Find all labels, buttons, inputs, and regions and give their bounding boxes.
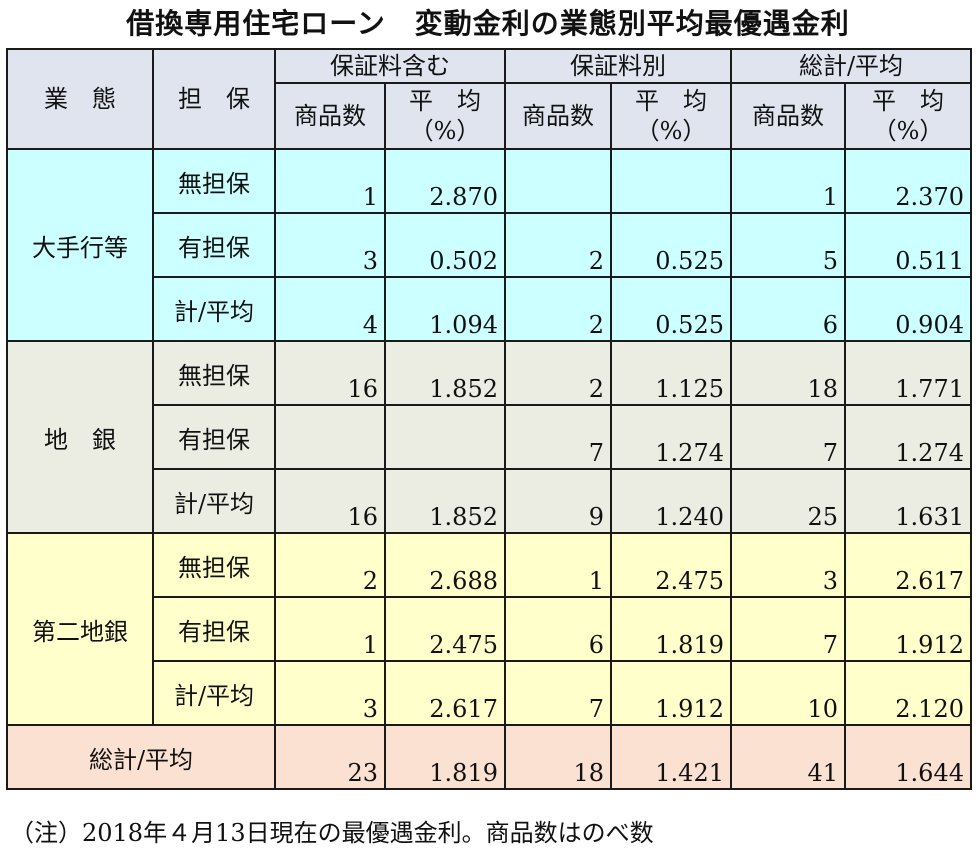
header-gyotai: 業 態 (6, 48, 154, 150)
total-inc-avg: 1.819 (384, 724, 506, 790)
cell-inc-count: 16 (274, 340, 386, 406)
group-label: 地 銀 (6, 340, 154, 534)
total-tot-avg: 1.644 (844, 724, 972, 790)
header-hoshoryo-betsu: 保証料別 (504, 48, 732, 84)
cell-exc-avg: 1.274 (610, 404, 732, 470)
header-avg-exc: 平 均（%） (610, 82, 732, 150)
cell-tot-avg: 1.274 (844, 404, 972, 470)
cell-tot-avg: 1.631 (844, 468, 972, 534)
page-title: 借換専用住宅ローン 変動金利の業態別平均最優遇金利 (126, 7, 850, 40)
cell-tot-count: 7 (730, 404, 846, 470)
cell-inc-count: 16 (274, 468, 386, 534)
cell-tot-count: 10 (730, 660, 846, 726)
cell-tot-avg: 0.904 (844, 276, 972, 342)
cell-exc-avg: 1.912 (610, 660, 732, 726)
tanpo-label: 計/平均 (152, 468, 276, 534)
cell-tot-avg: 1.912 (844, 596, 972, 662)
tanpo-label: 有担保 (152, 212, 276, 278)
tanpo-label: 有担保 (152, 404, 276, 470)
tanpo-label: 無担保 (152, 148, 276, 214)
footnote: （注）2018年４月13日現在の最優遇金利。商品数はのべ数 (10, 819, 654, 847)
header-hoshoryo-fukumu: 保証料含む (274, 48, 506, 84)
header-count-inc: 商品数 (274, 82, 386, 150)
cell-exc-count: 1 (504, 532, 612, 598)
cell-inc-count: 3 (274, 212, 386, 278)
tanpo-label: 有担保 (152, 596, 276, 662)
cell-exc-count (504, 148, 612, 214)
cell-inc-avg (384, 404, 506, 470)
cell-tot-avg: 2.120 (844, 660, 972, 726)
group-label: 第二地銀 (6, 532, 154, 726)
header-count-tot: 商品数 (730, 82, 846, 150)
cell-inc-count (274, 404, 386, 470)
tanpo-label: 計/平均 (152, 660, 276, 726)
cell-exc-count: 7 (504, 404, 612, 470)
total-exc-count: 18 (504, 724, 612, 790)
cell-inc-count: 1 (274, 596, 386, 662)
cell-tot-count: 7 (730, 596, 846, 662)
total-exc-avg: 1.421 (610, 724, 732, 790)
tanpo-label: 計/平均 (152, 276, 276, 342)
group-label: 大手行等 (6, 148, 154, 342)
tanpo-label: 無担保 (152, 532, 276, 598)
cell-inc-avg: 2.617 (384, 660, 506, 726)
total-inc-count: 23 (274, 724, 386, 790)
cell-inc-count: 1 (274, 148, 386, 214)
cell-tot-avg: 2.370 (844, 148, 972, 214)
cell-inc-count: 3 (274, 660, 386, 726)
cell-inc-avg: 1.852 (384, 468, 506, 534)
total-tot-count: 41 (730, 724, 846, 790)
cell-tot-count: 6 (730, 276, 846, 342)
header-tanpo: 担 保 (152, 48, 276, 150)
cell-exc-count: 2 (504, 276, 612, 342)
cell-tot-count: 3 (730, 532, 846, 598)
cell-tot-count: 18 (730, 340, 846, 406)
cell-inc-avg: 2.475 (384, 596, 506, 662)
cell-exc-avg: 2.475 (610, 532, 732, 598)
cell-exc-avg: 1.240 (610, 468, 732, 534)
cell-inc-avg: 1.852 (384, 340, 506, 406)
cell-inc-count: 2 (274, 532, 386, 598)
cell-exc-avg: 0.525 (610, 212, 732, 278)
cell-exc-avg: 1.125 (610, 340, 732, 406)
rate-table: 業 態 担 保 保証料含む 保証料別 総計/平均 商品数 平 均（%） 商品数 … (6, 48, 972, 790)
cell-inc-count: 4 (274, 276, 386, 342)
cell-tot-count: 25 (730, 468, 846, 534)
header-count-exc: 商品数 (504, 82, 612, 150)
cell-exc-avg (610, 148, 732, 214)
cell-inc-avg: 2.688 (384, 532, 506, 598)
header-sokei: 総計/平均 (730, 48, 972, 84)
cell-inc-avg: 2.870 (384, 148, 506, 214)
cell-exc-avg: 1.819 (610, 596, 732, 662)
cell-exc-avg: 0.525 (610, 276, 732, 342)
tanpo-label: 無担保 (152, 340, 276, 406)
cell-tot-count: 5 (730, 212, 846, 278)
cell-tot-avg: 2.617 (844, 532, 972, 598)
cell-exc-count: 2 (504, 340, 612, 406)
header-avg-tot: 平 均（%） (844, 82, 972, 150)
cell-inc-avg: 0.502 (384, 212, 506, 278)
cell-exc-count: 2 (504, 212, 612, 278)
total-label: 総計/平均 (6, 724, 276, 790)
header-avg-inc: 平 均（%） (384, 82, 506, 150)
cell-inc-avg: 1.094 (384, 276, 506, 342)
cell-tot-avg: 1.771 (844, 340, 972, 406)
cell-tot-avg: 0.511 (844, 212, 972, 278)
cell-exc-count: 6 (504, 596, 612, 662)
cell-exc-count: 7 (504, 660, 612, 726)
cell-tot-count: 1 (730, 148, 846, 214)
cell-exc-count: 9 (504, 468, 612, 534)
